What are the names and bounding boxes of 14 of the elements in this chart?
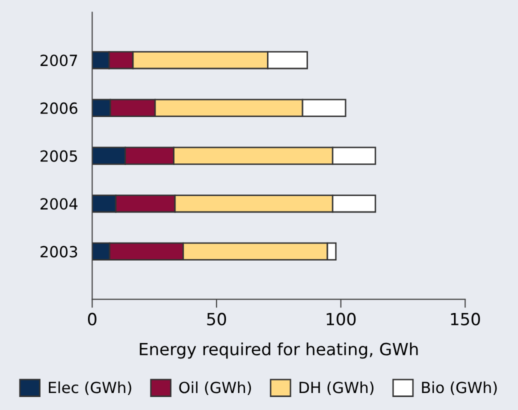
legend-label: Oil (GWh) [179, 381, 251, 396]
legend-label: Bio (GWh) [422, 381, 497, 396]
x-tick-label: 50 [207, 312, 226, 326]
legend-label: Elec (GWh) [48, 381, 132, 396]
y-tick-label: 2005 [40, 150, 77, 162]
y-tick-label: 2007 [40, 54, 78, 66]
y-tick-label: 2004 [40, 198, 78, 210]
x-tick-label: 0 [88, 312, 96, 326]
x-axis-title: Energy required for heating, GWh [140, 342, 418, 359]
x-tick-label: 100 [326, 312, 356, 326]
y-tick-label: 2003 [40, 246, 78, 258]
x-tick-label: 150 [451, 312, 480, 326]
y-tick-label: 2006 [40, 102, 78, 114]
legend-label: DH (GWh) [300, 381, 374, 396]
